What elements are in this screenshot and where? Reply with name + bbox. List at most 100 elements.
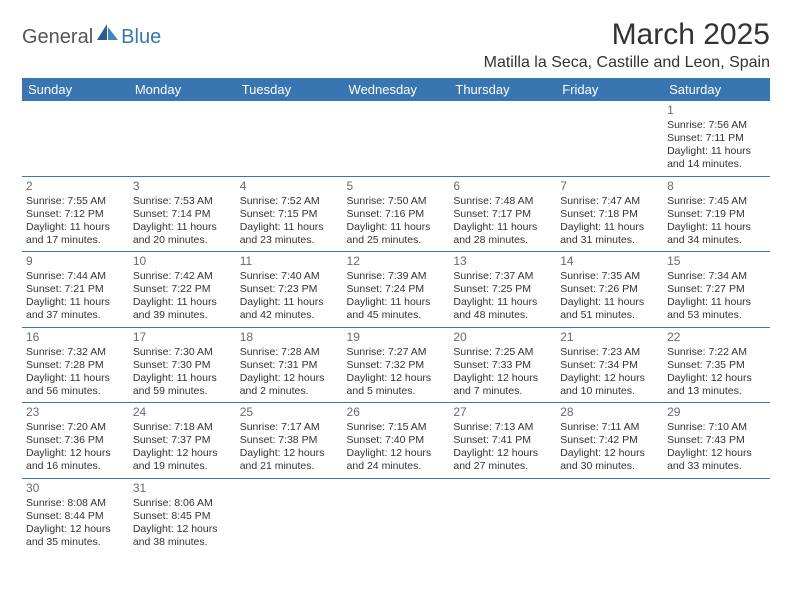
calendar-row: 9Sunrise: 7:44 AMSunset: 7:21 PM Daylight… (22, 252, 770, 328)
calendar-cell-empty (236, 478, 343, 553)
day-number: 6 (453, 179, 552, 194)
weekday-header: Thursday (449, 78, 556, 101)
sunset-line: Sunset: 7:11 PM (667, 132, 766, 145)
daylight-line: Daylight: 11 hours and 20 minutes. (133, 221, 232, 247)
calendar-cell-empty (556, 101, 663, 176)
calendar-cell: 4Sunrise: 7:52 AMSunset: 7:15 PMDaylight… (236, 176, 343, 252)
calendar-cell-empty (449, 478, 556, 553)
sunrise-line: Sunrise: 7:40 AM (240, 270, 339, 283)
logo-text-blue: Blue (121, 26, 161, 49)
sunrise-line: Sunrise: 7:28 AM (240, 346, 339, 359)
sunset-line: Sunset: 7:14 PM (133, 208, 232, 221)
calendar-row: 23Sunrise: 7:20 AMSunset: 7:36 PMDayligh… (22, 403, 770, 479)
day-number: 17 (133, 330, 232, 345)
daylight-line: Daylight: 11 hours and 56 minutes. (26, 372, 125, 398)
daylight-line: Daylight: 12 hours and 13 minutes. (667, 372, 766, 398)
sunrise-line: Sunrise: 7:10 AM (667, 421, 766, 434)
day-number: 23 (26, 405, 125, 420)
calendar-cell: 22Sunrise: 7:22 AMSunset: 7:35 PMDayligh… (663, 327, 770, 403)
calendar-cell: 24Sunrise: 7:18 AMSunset: 7:37 PMDayligh… (129, 403, 236, 479)
day-number: 9 (26, 254, 125, 269)
sunset-line: Sunset: 7:16 PM (347, 208, 446, 221)
calendar-cell: 20Sunrise: 7:25 AMSunset: 7:33 PMDayligh… (449, 327, 556, 403)
calendar-cell: 15Sunrise: 7:34 AMSunset: 7:27 PMDayligh… (663, 252, 770, 328)
sunrise-line: Sunrise: 7:15 AM (347, 421, 446, 434)
day-number: 14 (560, 254, 659, 269)
calendar-cell-empty (449, 101, 556, 176)
day-number: 19 (347, 330, 446, 345)
weekday-header: Monday (129, 78, 236, 101)
sunset-line: Sunset: 7:36 PM (26, 434, 125, 447)
sunset-line: Sunset: 7:17 PM (453, 208, 552, 221)
day-number: 3 (133, 179, 232, 194)
day-number: 16 (26, 330, 125, 345)
day-number: 15 (667, 254, 766, 269)
weekday-header: Saturday (663, 78, 770, 101)
daylight-line: Daylight: 12 hours and 35 minutes. (26, 523, 125, 549)
sunset-line: Sunset: 7:33 PM (453, 359, 552, 372)
daylight-line: Daylight: 12 hours and 16 minutes. (26, 447, 125, 473)
calendar-cell-empty (343, 478, 450, 553)
day-number: 12 (347, 254, 446, 269)
weekday-header: Sunday (22, 78, 129, 101)
daylight-line: Daylight: 12 hours and 30 minutes. (560, 447, 659, 473)
sunrise-line: Sunrise: 7:50 AM (347, 195, 446, 208)
sunset-line: Sunset: 7:37 PM (133, 434, 232, 447)
daylight-line: Daylight: 11 hours and 48 minutes. (453, 296, 552, 322)
calendar-cell: 1Sunrise: 7:56 AMSunset: 7:11 PMDaylight… (663, 101, 770, 176)
sunrise-line: Sunrise: 7:37 AM (453, 270, 552, 283)
calendar-cell: 10Sunrise: 7:42 AMSunset: 7:22 PMDayligh… (129, 252, 236, 328)
sunset-line: Sunset: 7:18 PM (560, 208, 659, 221)
calendar-cell: 18Sunrise: 7:28 AMSunset: 7:31 PMDayligh… (236, 327, 343, 403)
sunset-line: Sunset: 7:22 PM (133, 283, 232, 296)
sunset-line: Sunset: 7:15 PM (240, 208, 339, 221)
sunrise-line: Sunrise: 8:08 AM (26, 497, 125, 510)
calendar-cell: 27Sunrise: 7:13 AMSunset: 7:41 PMDayligh… (449, 403, 556, 479)
sunset-line: Sunset: 7:21 PM (26, 283, 125, 296)
calendar-cell-empty (22, 101, 129, 176)
daylight-line: Daylight: 12 hours and 21 minutes. (240, 447, 339, 473)
calendar-cell: 14Sunrise: 7:35 AMSunset: 7:26 PMDayligh… (556, 252, 663, 328)
calendar-cell: 6Sunrise: 7:48 AMSunset: 7:17 PMDaylight… (449, 176, 556, 252)
sunset-line: Sunset: 7:30 PM (133, 359, 232, 372)
calendar-cell: 7Sunrise: 7:47 AMSunset: 7:18 PMDaylight… (556, 176, 663, 252)
daylight-line: Daylight: 11 hours and 25 minutes. (347, 221, 446, 247)
calendar-cell-empty (556, 478, 663, 553)
calendar-cell: 26Sunrise: 7:15 AMSunset: 7:40 PMDayligh… (343, 403, 450, 479)
sunrise-line: Sunrise: 7:47 AM (560, 195, 659, 208)
sunset-line: Sunset: 7:34 PM (560, 359, 659, 372)
logo: General Blue (22, 24, 161, 51)
month-title: March 2025 (484, 18, 770, 52)
calendar-cell: 2Sunrise: 7:55 AMSunset: 7:12 PMDaylight… (22, 176, 129, 252)
sunrise-line: Sunrise: 7:44 AM (26, 270, 125, 283)
calendar-body: 1Sunrise: 7:56 AMSunset: 7:11 PMDaylight… (22, 101, 770, 553)
daylight-line: Daylight: 12 hours and 27 minutes. (453, 447, 552, 473)
sunset-line: Sunset: 8:45 PM (133, 510, 232, 523)
daylight-line: Daylight: 11 hours and 51 minutes. (560, 296, 659, 322)
sunset-line: Sunset: 7:26 PM (560, 283, 659, 296)
daylight-line: Daylight: 11 hours and 17 minutes. (26, 221, 125, 247)
sunrise-line: Sunrise: 7:48 AM (453, 195, 552, 208)
day-number: 4 (240, 179, 339, 194)
daylight-line: Daylight: 11 hours and 23 minutes. (240, 221, 339, 247)
sunset-line: Sunset: 7:32 PM (347, 359, 446, 372)
sunrise-line: Sunrise: 7:23 AM (560, 346, 659, 359)
sunrise-line: Sunrise: 7:32 AM (26, 346, 125, 359)
day-number: 27 (453, 405, 552, 420)
sunset-line: Sunset: 7:42 PM (560, 434, 659, 447)
calendar-cell: 9Sunrise: 7:44 AMSunset: 7:21 PMDaylight… (22, 252, 129, 328)
daylight-line: Daylight: 12 hours and 19 minutes. (133, 447, 232, 473)
sunset-line: Sunset: 7:35 PM (667, 359, 766, 372)
calendar-cell-empty (129, 101, 236, 176)
daylight-line: Daylight: 11 hours and 31 minutes. (560, 221, 659, 247)
sunrise-line: Sunrise: 7:20 AM (26, 421, 125, 434)
sunrise-line: Sunrise: 7:30 AM (133, 346, 232, 359)
sunrise-line: Sunrise: 7:11 AM (560, 421, 659, 434)
daylight-line: Daylight: 11 hours and 53 minutes. (667, 296, 766, 322)
day-number: 11 (240, 254, 339, 269)
calendar-row: 30Sunrise: 8:08 AMSunset: 8:44 PMDayligh… (22, 478, 770, 553)
sunset-line: Sunset: 7:28 PM (26, 359, 125, 372)
calendar-row: 1Sunrise: 7:56 AMSunset: 7:11 PMDaylight… (22, 101, 770, 176)
sunset-line: Sunset: 7:41 PM (453, 434, 552, 447)
day-number: 13 (453, 254, 552, 269)
